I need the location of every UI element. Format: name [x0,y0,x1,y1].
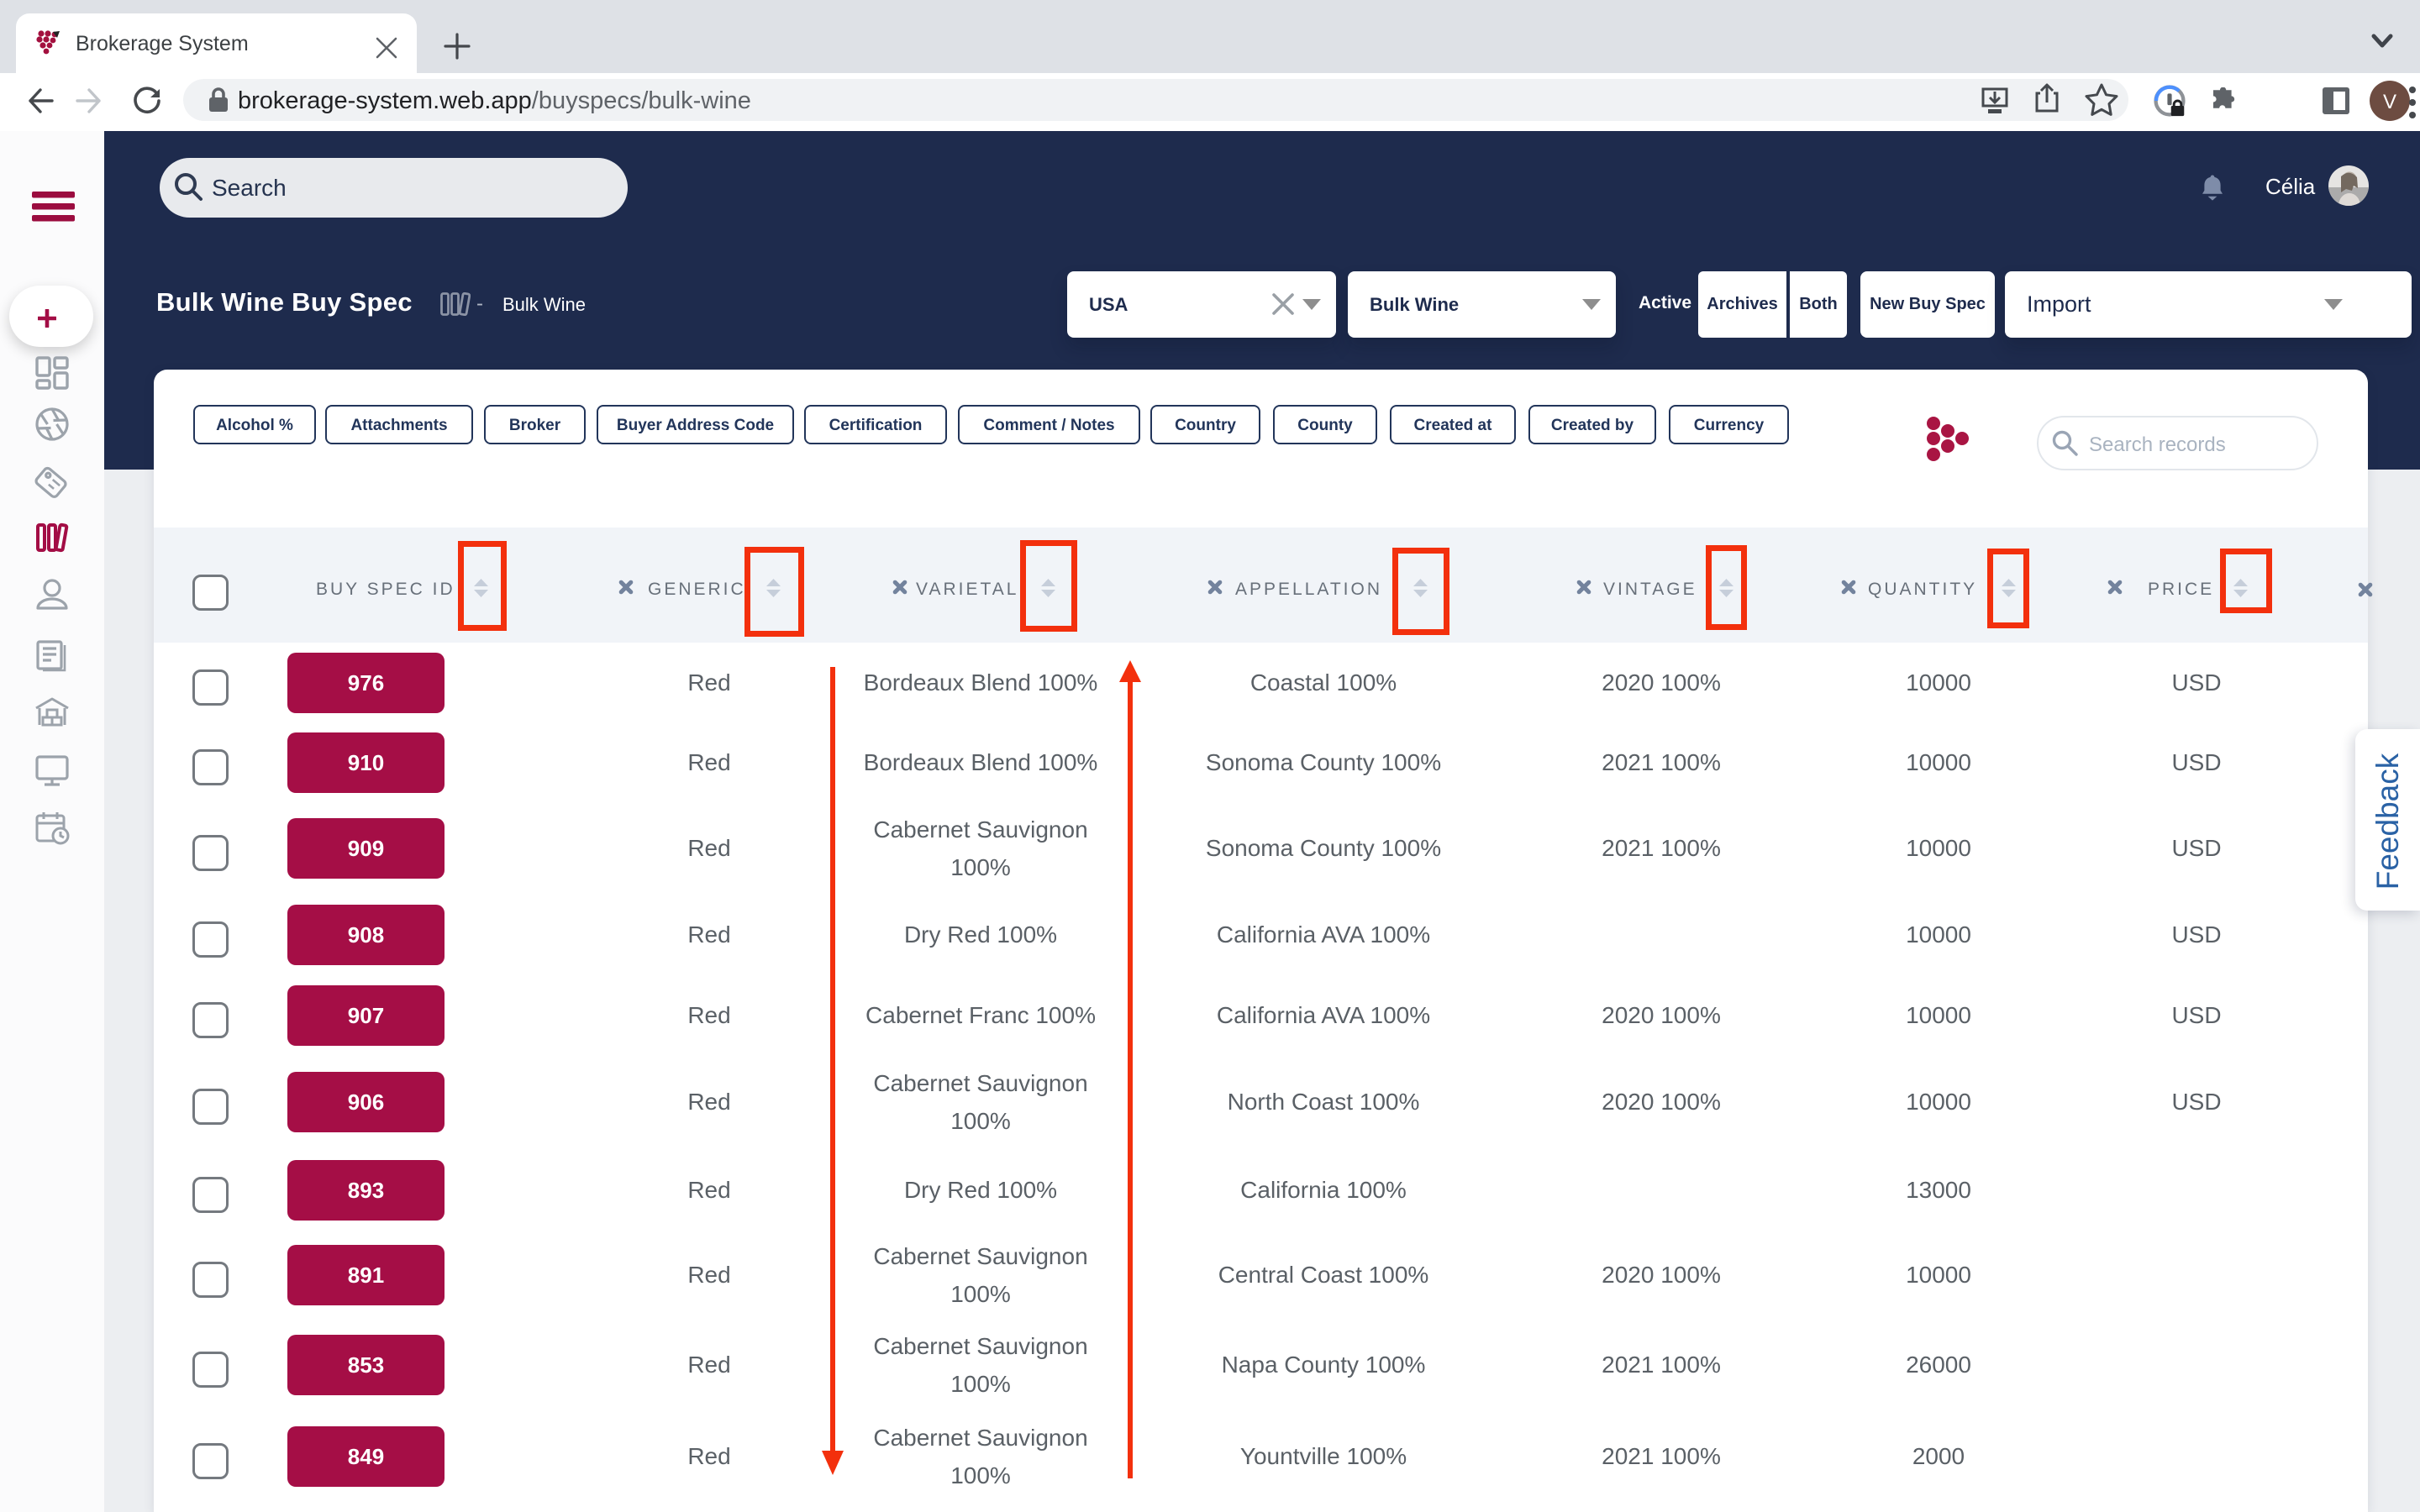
svg-text:V: V [2383,91,2396,113]
